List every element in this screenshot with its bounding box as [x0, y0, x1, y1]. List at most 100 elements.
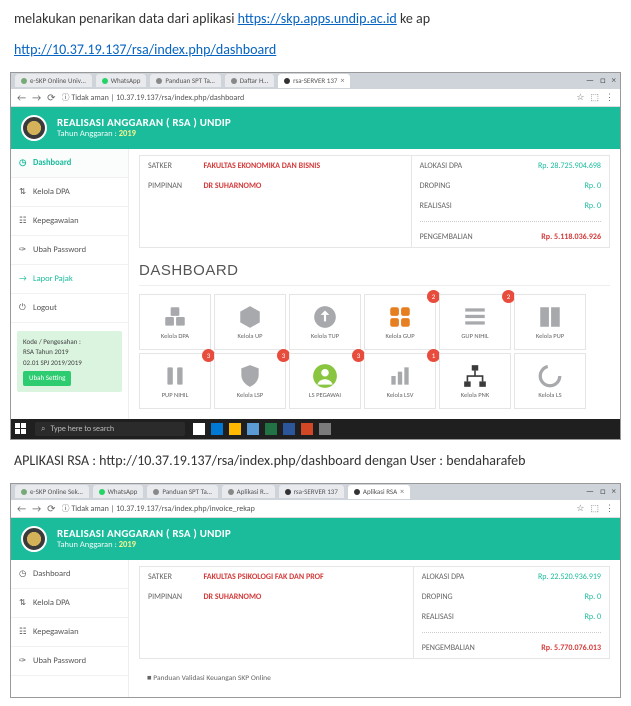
app-title: REALISASI ANGGARAN ( RSA ) UNDIP	[57, 116, 231, 129]
back-icon[interactable]: ←	[17, 502, 26, 515]
dashboard-card[interactable]: Kelola LSV 1	[364, 353, 436, 409]
url-text[interactable]: ⓘ Tidak aman | 10.37.19.137/rsa/index.ph…	[62, 503, 571, 514]
sidebar: ◷Dashboard ⇅Kelola DPA ☷Kepegawaian ✑Uba…	[11, 560, 129, 697]
reload-icon[interactable]: ⟳	[47, 502, 55, 515]
browser-tab-active[interactable]: rsa-SERVER 137×	[278, 74, 350, 88]
browser-tab[interactable]: Aplikasi R…	[222, 485, 275, 498]
menu-icon[interactable]: ⋮	[605, 503, 614, 514]
userbox-line: RSA Tahun 2019	[23, 347, 116, 358]
forward-icon[interactable]: →	[32, 91, 41, 104]
maximize-icon[interactable]: □	[600, 486, 605, 497]
browser-tab[interactable]: e-SKP Online Univ…	[15, 74, 92, 87]
tab-label: Daftar H…	[240, 76, 268, 85]
info-label: PENGEMBALIAN	[413, 638, 483, 659]
dashboard-card[interactable]: Kelola DPA	[139, 294, 211, 350]
caption-link[interactable]: http://10.37.19.137/rsa/index.php/dashbo…	[99, 452, 361, 469]
taskbar-app-icon[interactable]	[193, 423, 205, 435]
browser-tabbar: e-SKP Online Sek… WhatsApp Panduan SPT T…	[11, 484, 620, 500]
tab-favicon-icon	[153, 489, 159, 495]
info-value: Rp. 0	[481, 176, 610, 196]
tab-favicon-icon	[284, 78, 290, 84]
doc-link-skp[interactable]: https://skp.apps.undip.ac.id	[238, 10, 397, 27]
tab-close-icon[interactable]: ×	[340, 76, 344, 86]
dashboard-card[interactable]: Kelola TUP	[289, 294, 361, 350]
screenshot-1: e-SKP Online Univ… WhatsApp Panduan SPT …	[10, 72, 621, 440]
back-icon[interactable]: ←	[17, 91, 26, 104]
sidebar-item-kepegawaian[interactable]: ☷Kepegawaian	[11, 207, 128, 236]
sidebar-item-kelola-dpa[interactable]: ⇅Kelola DPA	[11, 178, 128, 207]
taskbar-search[interactable]: ⌕Type here to search	[35, 422, 185, 436]
dashboard-card[interactable]: LS PEGAWAI 3	[289, 353, 361, 409]
taskbar-app-icon[interactable]	[283, 423, 295, 435]
dashboard-card[interactable]: Kelola PUP	[514, 294, 586, 350]
dashboard-card[interactable]: Kelola LS	[514, 353, 586, 409]
extension-icon[interactable]: ⬚	[590, 503, 599, 514]
grid-icon	[387, 304, 413, 330]
windows-start-icon[interactable]	[15, 423, 27, 435]
taskbar-app-icon[interactable]	[319, 423, 331, 435]
url-text[interactable]: ⓘ Tidak aman | 10.37.19.137/rsa/index.ph…	[62, 92, 571, 103]
users-icon: ☷	[19, 216, 28, 225]
dashboard-card[interactable]: Kelola PNK	[439, 353, 511, 409]
sidebar-item-lapor-pajak[interactable]: →Lapor Pajak	[11, 265, 128, 294]
tab-close-icon[interactable]: ×	[400, 487, 404, 497]
card-label: Kelola UP	[237, 332, 262, 340]
info-label: SATKER	[140, 155, 196, 176]
dashboard-card[interactable]: Kelola UP	[214, 294, 286, 350]
dashboard-card[interactable]: GUP NIHIL 2	[439, 294, 511, 350]
browser-tab[interactable]: WhatsApp	[96, 74, 147, 87]
taskbar-app-icon[interactable]	[211, 423, 223, 435]
cubes-icon	[162, 304, 188, 330]
extension-icon[interactable]: ⬚	[590, 92, 599, 103]
doc-link-rsa[interactable]: http://10.37.19.137/rsa/index.php/dashbo…	[14, 41, 276, 58]
sliders-icon: ⇅	[19, 598, 28, 607]
taskbar-app-icon[interactable]	[247, 423, 259, 435]
star-icon[interactable]: ☆	[576, 503, 584, 514]
windows-taskbar: ⌕Type here to search	[11, 419, 620, 439]
browser-tab[interactable]: rsa-SERVER 137	[279, 485, 344, 498]
minimize-icon[interactable]: —	[586, 75, 594, 86]
forward-icon[interactable]: →	[32, 502, 41, 515]
close-icon[interactable]: ×	[612, 75, 616, 86]
user-info-box: Kode / Pengesahan : RSA Tahun 2019 02.01…	[17, 331, 122, 392]
info-label: REALISASI	[413, 607, 483, 627]
tab-label: Aplikasi RSA	[363, 487, 397, 496]
dashboard-card[interactable]: Kelola LSP 3	[214, 353, 286, 409]
sidebar-item-logout[interactable]: ⏻Logout	[11, 294, 128, 323]
window-buttons: — □ ×	[586, 75, 616, 86]
maximize-icon[interactable]: □	[600, 75, 605, 86]
taskbar-app-icon[interactable]	[301, 423, 313, 435]
caption-text: dengan User : bendaharafeb	[361, 452, 525, 469]
menu-icon[interactable]: ⋮	[605, 92, 614, 103]
power-icon: ⏻	[19, 303, 28, 312]
info-value: Rp. 0	[481, 196, 610, 216]
browser-tab[interactable]: Panduan SPT Ta…	[147, 485, 217, 498]
browser-tab[interactable]: Daftar H…	[225, 74, 274, 87]
taskbar-app-icon[interactable]	[265, 423, 277, 435]
minimize-icon[interactable]: —	[586, 486, 594, 497]
info-value: Rp. 0	[483, 587, 610, 607]
sidebar-label: Lapor Pajak	[33, 274, 73, 284]
ubah-setting-button[interactable]: Ubah Setting	[23, 371, 71, 386]
sidebar-item-kepegawaian[interactable]: ☷Kepegawaian	[11, 618, 128, 647]
dashboard-card[interactable]: Kelola GUP 2	[364, 294, 436, 350]
browser-tab[interactable]: e-SKP Online Sek…	[15, 485, 89, 498]
sidebar-item-ubah-password[interactable]: ✑Ubah Password	[11, 647, 128, 676]
sidebar-item-dashboard[interactable]: ◷Dashboard	[11, 149, 128, 178]
taskbar-app-icon[interactable]	[229, 423, 241, 435]
tab-favicon-icon	[354, 489, 360, 495]
browser-tab-active[interactable]: Aplikasi RSA×	[348, 485, 410, 499]
sidebar-item-ubah-password[interactable]: ✑Ubah Password	[11, 236, 128, 265]
sidebar-item-kelola-dpa[interactable]: ⇅Kelola DPA	[11, 589, 128, 618]
footer-small-text: ■ Panduan Validasi Keuangan SKP Online	[139, 669, 610, 687]
star-icon[interactable]: ☆	[576, 92, 584, 103]
browser-tab[interactable]: WhatsApp	[93, 485, 144, 498]
reload-icon[interactable]: ⟳	[47, 91, 55, 104]
browser-tab[interactable]: Panduan SPT Ta…	[150, 74, 220, 87]
dashboard-card[interactable]: PUP NIHIL 3	[139, 353, 211, 409]
person-icon	[312, 363, 338, 389]
sidebar-item-dashboard[interactable]: ◷Dashboard	[11, 560, 128, 589]
close-icon[interactable]: ×	[612, 486, 616, 497]
tab-label: rsa-SERVER 137	[294, 487, 338, 496]
list-icon	[462, 304, 488, 330]
